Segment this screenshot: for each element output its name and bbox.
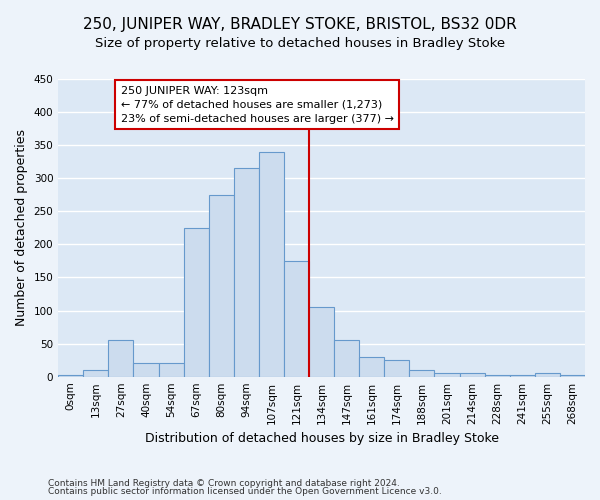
Bar (184, 228, 209, 376)
Bar (535, 374, 560, 376)
Bar (334, 340, 359, 376)
X-axis label: Distribution of detached houses by size in Bradley Stoke: Distribution of detached houses by size … (145, 432, 499, 445)
Text: Size of property relative to detached houses in Bradley Stoke: Size of property relative to detached ho… (95, 38, 505, 51)
Bar (359, 357, 385, 376)
Text: Contains HM Land Registry data © Crown copyright and database right 2024.: Contains HM Land Registry data © Crown c… (48, 478, 400, 488)
Bar (259, 152, 284, 376)
Bar (83, 370, 109, 376)
Text: Contains public sector information licensed under the Open Government Licence v3: Contains public sector information licen… (48, 487, 442, 496)
Bar (109, 340, 133, 376)
Bar (385, 360, 409, 376)
Bar (158, 364, 184, 376)
Bar (209, 195, 234, 376)
Bar (284, 261, 309, 376)
Text: 250, JUNIPER WAY, BRADLEY STOKE, BRISTOL, BS32 0DR: 250, JUNIPER WAY, BRADLEY STOKE, BRISTOL… (83, 18, 517, 32)
Bar (460, 374, 485, 376)
Bar (133, 364, 158, 376)
Text: 250 JUNIPER WAY: 123sqm
← 77% of detached houses are smaller (1,273)
23% of semi: 250 JUNIPER WAY: 123sqm ← 77% of detache… (121, 86, 394, 124)
Bar (409, 370, 434, 376)
Bar (309, 307, 334, 376)
Bar (234, 168, 259, 376)
Bar (434, 374, 460, 376)
Y-axis label: Number of detached properties: Number of detached properties (15, 130, 28, 326)
